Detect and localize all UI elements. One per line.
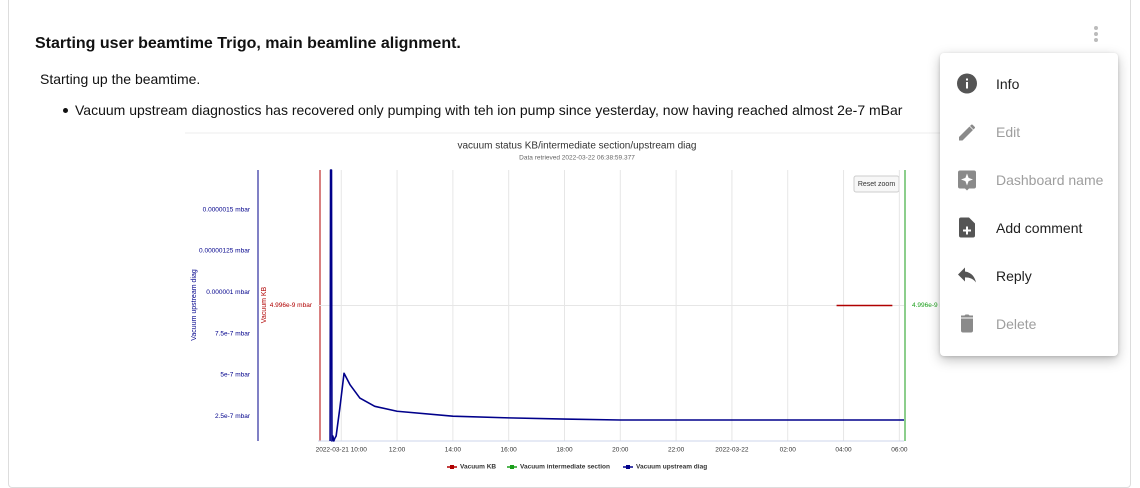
x-tick-label: 2022-03-22 [715, 447, 749, 454]
menu-item[interactable]: Add comment [940, 205, 1118, 253]
post-paragraph: Starting up the beamtime. [40, 71, 201, 87]
x-tick-label: 16:00 [501, 447, 518, 454]
post-bullet: Vacuum upstream diagnostics has recovere… [62, 102, 903, 118]
y3-tick-label: 4.996e-9 mbar [912, 302, 955, 309]
series-line [329, 169, 904, 442]
menu-label: Add comment [996, 220, 1083, 236]
menu-icon [959, 217, 975, 238]
page: Starting user beamtime Trigo, main beaml… [8, 0, 1131, 488]
menu-label: Dashboard name [996, 172, 1104, 188]
x-tick-label: 20:00 [612, 447, 629, 454]
legend-marker [510, 465, 514, 469]
menu-icon [958, 267, 976, 283]
y2-axis-title: Vacuum KB [261, 286, 268, 323]
menu-label: Delete [996, 316, 1037, 332]
menu-icon [959, 124, 975, 141]
y-tick-label: 0.000001 mbar [206, 289, 251, 296]
legend-label: Vacuum intermediate section [520, 464, 610, 471]
menu-item[interactable]: Info [940, 61, 1118, 109]
menu-item[interactable]: Reply [940, 253, 1118, 301]
x-tick-label: 2022-03-21 10:00 [316, 447, 368, 454]
menu-icon [961, 314, 973, 333]
legend-marker [626, 465, 630, 469]
x-tick-label: 22:00 [668, 447, 685, 454]
menu-label: Reply [996, 268, 1032, 284]
y-tick-label: 7.5e-7 mbar [215, 330, 251, 337]
menu-item: Edit [940, 109, 1118, 157]
context-menu: Info Edit Dashboard name Add comment Reply De… [940, 53, 1118, 356]
more-button[interactable] [1094, 26, 1100, 44]
y-tick-label: 0.0000015 mbar [203, 206, 251, 213]
menu-icon [957, 73, 977, 94]
x-tick-label: 14:00 [445, 447, 462, 454]
y-axis-title: Vacuum upstream diag [191, 269, 198, 341]
legend-label: Vacuum KB [460, 464, 496, 471]
chart-subtitle: Data retrieved 2022-03-22 06:38:59.377 [519, 155, 635, 162]
legend-marker [450, 465, 454, 469]
chart: vacuum status KB/intermediate section/up… [185, 132, 955, 471]
y2-tick-label: 4.996e-9 mbar [270, 302, 313, 309]
x-tick-label: 06:00 [891, 447, 908, 454]
x-tick-label: 18:00 [556, 447, 573, 454]
legend-label: Vacuum upstream diag [636, 464, 707, 471]
x-tick-label: 02:00 [780, 447, 797, 454]
y-tick-label: 2.5e-7 mbar [215, 413, 251, 420]
menu-label: Info [996, 76, 1020, 92]
y-tick-label: 5e-7 mbar [220, 372, 250, 379]
x-tick-label: 12:00 [389, 447, 406, 454]
post-title: Starting user beamtime Trigo, main beaml… [35, 35, 461, 52]
menu-item: Delete [940, 301, 1118, 349]
menu-icon [958, 170, 976, 191]
x-tick-label: 04:00 [835, 447, 852, 454]
reset-zoom-label[interactable]: Reset zoom [858, 181, 896, 188]
chart-title: vacuum status KB/intermediate section/up… [457, 141, 696, 152]
y-tick-label: 0.00000125 mbar [199, 248, 251, 255]
menu-label: Edit [996, 124, 1021, 140]
menu-item: Dashboard name [940, 157, 1118, 205]
